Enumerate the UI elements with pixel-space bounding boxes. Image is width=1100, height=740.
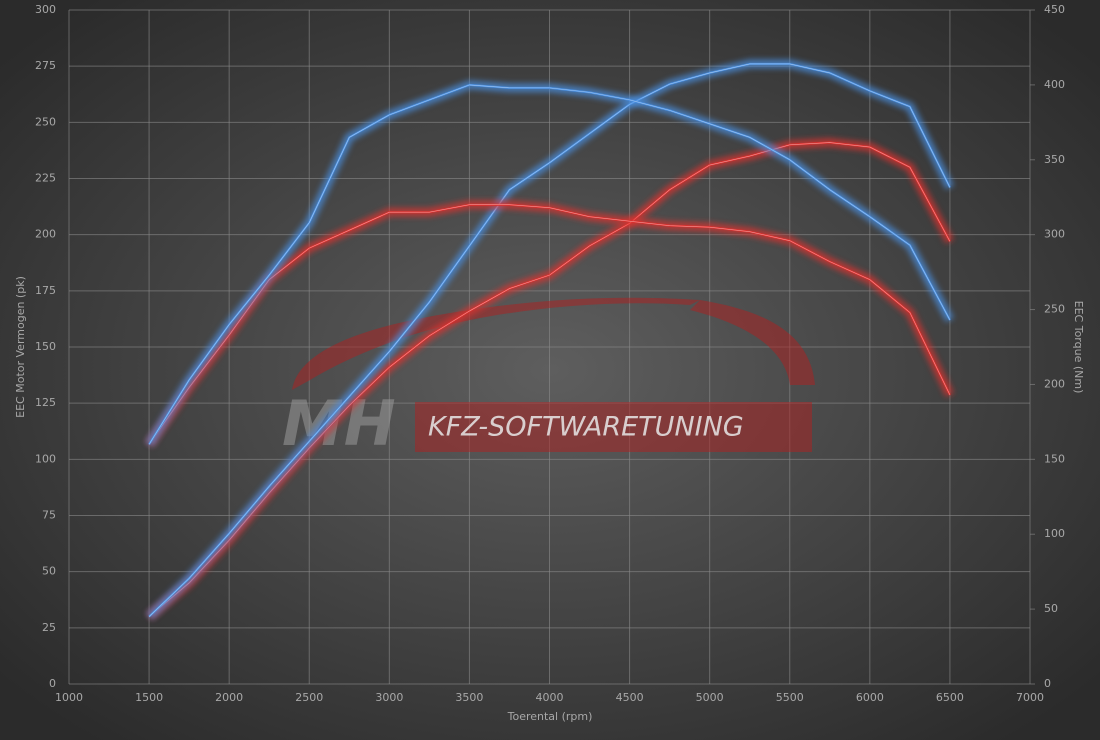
y-tick-label: 200	[35, 228, 56, 241]
watermark-text: KFZ-SOFTWARETUNING	[428, 412, 744, 443]
line-core	[148, 204, 951, 445]
y2-tick-label: 150	[1044, 452, 1065, 465]
y2-tick-label: 250	[1044, 303, 1065, 316]
y-tick-label: 50	[42, 565, 56, 578]
x-tick-label: 7000	[1016, 691, 1044, 704]
y-tick-label: 150	[35, 340, 56, 353]
x-tick-label: 4500	[616, 691, 644, 704]
x-tick-label: 4000	[536, 691, 564, 704]
y-tick-label: 175	[35, 284, 56, 297]
line-core	[148, 84, 951, 445]
x-axis-label: Toerental (rpm)	[507, 710, 593, 723]
x-tick-label: 1000	[55, 691, 83, 704]
x-tick-label: 6500	[936, 691, 964, 704]
y2-tick-label: 450	[1044, 3, 1065, 16]
y2-tick-label: 400	[1044, 78, 1065, 91]
y-tick-label: 250	[35, 115, 56, 128]
y-tick-label: 275	[35, 59, 56, 72]
y-tick-label: 25	[42, 621, 56, 634]
y2-tick-label: 50	[1044, 602, 1058, 615]
y2-tick-label: 100	[1044, 527, 1065, 540]
line-core	[148, 63, 951, 617]
x-tick-label: 5500	[776, 691, 804, 704]
y2-axis-label: EEC Torque (Nm)	[1072, 301, 1085, 394]
y-axis-label: EEC Motor Vermogen (pk)	[14, 276, 27, 418]
y2-tick-label: 200	[1044, 377, 1065, 390]
grid	[68, 9, 1031, 685]
y-tick-label: 225	[35, 172, 56, 185]
y-tick-label: 100	[35, 452, 56, 465]
y2-tick-label: 350	[1044, 153, 1065, 166]
y-tick-label: 125	[35, 396, 56, 409]
y-tick-label: 300	[35, 3, 56, 16]
y-tick-label: 75	[42, 509, 56, 522]
x-tick-label: 5000	[696, 691, 724, 704]
x-tick-label: 2000	[215, 691, 243, 704]
y-tick-label: 0	[49, 677, 56, 690]
x-tick-label: 1500	[135, 691, 163, 704]
x-tick-label: 6000	[856, 691, 884, 704]
y2-tick-label: 0	[1044, 677, 1051, 690]
x-tick-label: 3000	[375, 691, 403, 704]
y2-tick-label: 300	[1044, 228, 1065, 241]
x-tick-label: 2500	[295, 691, 323, 704]
x-tick-label: 3500	[455, 691, 483, 704]
